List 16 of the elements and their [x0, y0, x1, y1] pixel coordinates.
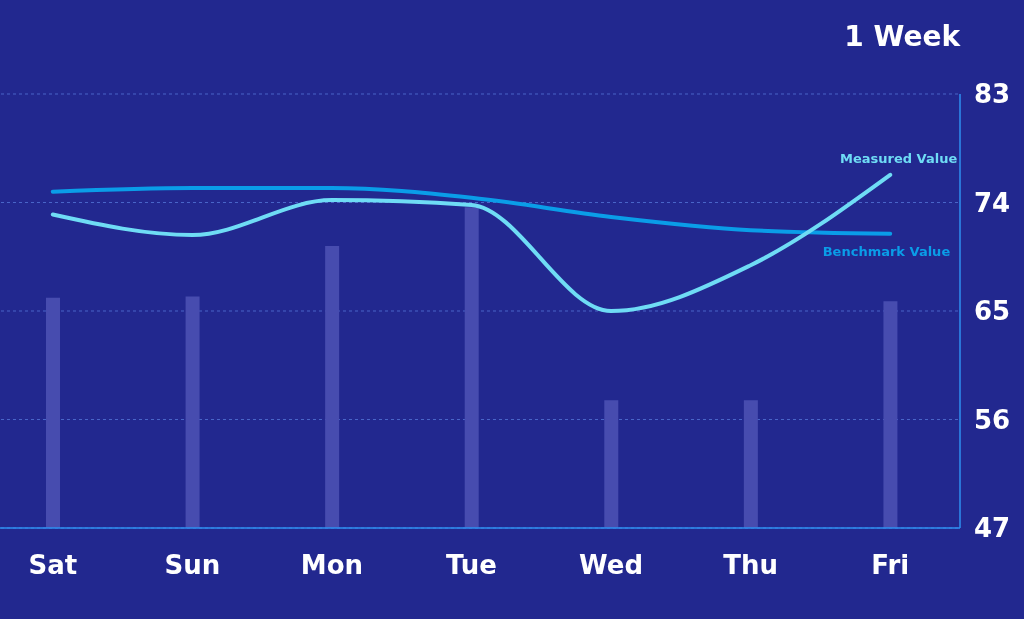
y-tick-label: 56: [974, 404, 1011, 435]
x-tick-label: Mon: [300, 550, 364, 581]
x-tick-label: Tue: [445, 550, 498, 581]
x-tick-label: Sun: [164, 550, 221, 581]
x-tick-label: Sat: [28, 550, 78, 581]
y-tick-label: 83: [974, 79, 1011, 110]
y-tick-label: 47: [974, 513, 1011, 544]
series-label: Benchmark Value: [822, 243, 951, 259]
chart-title: 1 Week: [844, 20, 960, 53]
x-tick-label: Fri: [871, 550, 910, 581]
x-tick-label: Wed: [579, 550, 644, 581]
line-series: [50, 186, 893, 236]
x-tick-label: Thu: [723, 550, 779, 581]
y-tick-label: 65: [974, 296, 1011, 327]
series-label: Measured Value: [839, 150, 958, 166]
y-tick-label: 74: [974, 187, 1011, 218]
